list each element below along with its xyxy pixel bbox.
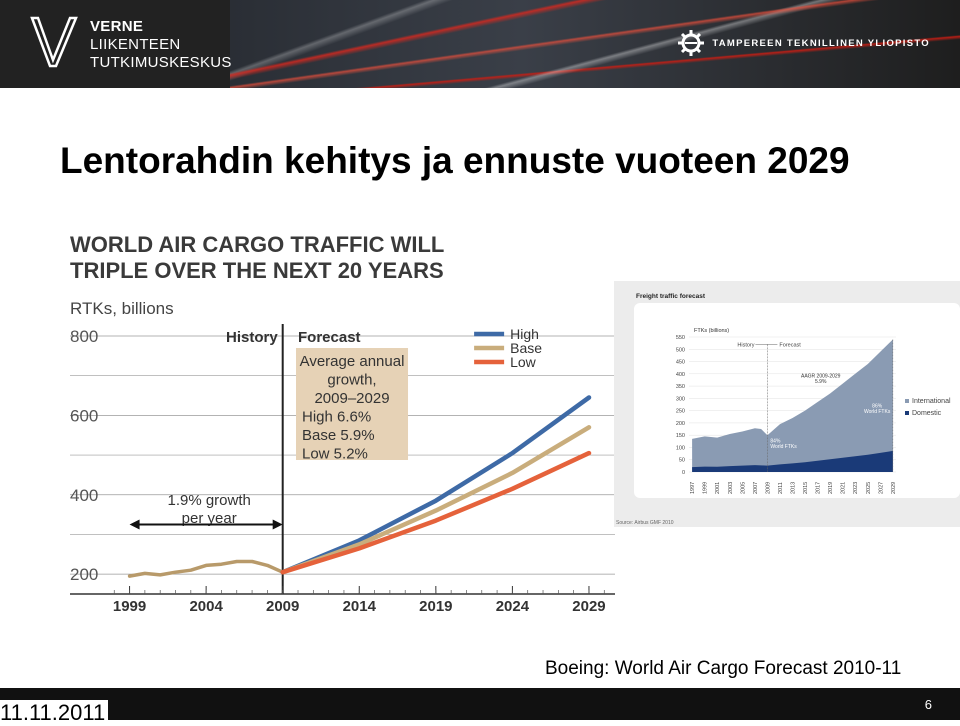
chart2-ytick-label: 300 bbox=[676, 396, 685, 402]
chart2-legend-label: Domestic bbox=[912, 410, 942, 417]
chart2-ylabel: FTKs (billions) bbox=[694, 328, 729, 334]
freight-traffic-forecast-chart: Freight traffic forecast FTKs (billions)… bbox=[614, 281, 960, 527]
header-banner: VERNE LIIKENTEEN TUTKIMUSKESKUS TAMPEREE… bbox=[0, 0, 960, 88]
chart1-xtick-label: 2029 bbox=[572, 598, 605, 615]
chart2-ytick-label: 400 bbox=[676, 372, 685, 378]
chart2-share-2029-label: World FTKs bbox=[864, 409, 891, 415]
chart1-growth-box-line: Average annual bbox=[300, 353, 405, 370]
chart1-xtick-label: 2024 bbox=[496, 598, 530, 615]
university-name: TAMPEREEN TEKNILLINEN YLIOPISTO bbox=[712, 37, 930, 49]
chart2-xtick-label: 2027 bbox=[878, 482, 884, 494]
chart2-aagr-label: AAGR 2009-2029 bbox=[801, 374, 841, 380]
chart1-growth-box-line: High 6.6% bbox=[302, 409, 371, 426]
chart2-legend-swatch bbox=[905, 411, 909, 415]
chart2-share-2029: 86% bbox=[872, 404, 883, 410]
chart1-xtick-label: 1999 bbox=[113, 598, 146, 615]
chart2-legend-label: International bbox=[912, 398, 951, 405]
footer-bar bbox=[0, 688, 960, 720]
chart1-series-low bbox=[280, 450, 592, 575]
chart2-source: Source: Airbus GMF 2010 bbox=[616, 520, 674, 526]
chart2-ytick-label: 0 bbox=[682, 470, 685, 476]
chart1-history-label: History bbox=[226, 329, 278, 346]
chart1-ylabel: RTKs, billions bbox=[70, 299, 174, 318]
chart2-ytick-label: 150 bbox=[676, 433, 685, 439]
chart2-xtick-label: 2001 bbox=[715, 482, 721, 494]
chart1-legend-label: Low bbox=[510, 354, 537, 370]
chart2-forecast-label: Forecast bbox=[779, 342, 801, 348]
chart2-xtick-label: 2023 bbox=[853, 482, 859, 494]
chart2-area-international bbox=[692, 339, 893, 472]
chart1-xtick-label: 2014 bbox=[343, 598, 377, 615]
logo-line-2: LIIKENTEEN bbox=[90, 36, 181, 53]
chart2-ytick-label: 200 bbox=[676, 421, 685, 427]
chart1-series-base bbox=[280, 425, 592, 575]
chart1-series-high bbox=[280, 395, 592, 575]
chart2-xtick-label: 2025 bbox=[866, 482, 872, 494]
chart1-xtick-label: 2004 bbox=[189, 598, 223, 615]
chart2-xtick-label: 2005 bbox=[740, 482, 746, 494]
chart2-xtick-label: 2021 bbox=[841, 482, 847, 494]
chart2-ytick-label: 350 bbox=[676, 384, 685, 390]
chart2-xtick-label: 2029 bbox=[891, 482, 897, 494]
slide-date: 11.11.2011 bbox=[0, 700, 109, 726]
chart1-xtick-label: 2019 bbox=[419, 598, 452, 615]
chart2-xtick-label: 2017 bbox=[816, 482, 822, 494]
chart2-title: Freight traffic forecast bbox=[636, 293, 706, 300]
chart1-growth-box-line: Base 5.9% bbox=[302, 427, 375, 444]
chart2-history-label: History bbox=[737, 342, 754, 348]
chart2-legend-swatch bbox=[905, 399, 909, 403]
university-logo: TAMPEREEN TEKNILLINEN YLIOPISTO bbox=[678, 30, 930, 56]
chart2-xtick-label: 2019 bbox=[828, 482, 834, 494]
chart1-history-note-line1: 1.9% growth bbox=[167, 492, 250, 509]
chart2-xtick-label: 2007 bbox=[753, 482, 759, 494]
air-cargo-traffic-chart: WORLD AIR CARGO TRAFFIC WILL TRIPLE OVER… bbox=[62, 226, 617, 618]
header-photo bbox=[230, 0, 960, 88]
page-number: 6 bbox=[924, 697, 932, 712]
chart2-xtick-label: 1997 bbox=[690, 482, 696, 494]
chart1-history-line bbox=[127, 559, 285, 578]
chart1-growth-box-line: 2009–2029 bbox=[314, 390, 389, 407]
chart1-history-note-line2: per year bbox=[182, 510, 237, 527]
chart1-ytick-label: 400 bbox=[70, 486, 98, 505]
chart2-xtick-label: 1999 bbox=[703, 482, 709, 494]
chart1-forecast-label: Forecast bbox=[298, 329, 361, 346]
chart2-ytick-label: 450 bbox=[676, 360, 685, 366]
chart2-aagr-value: 5.9% bbox=[815, 379, 827, 385]
chart1-title-line1: WORLD AIR CARGO TRAFFIC WILL bbox=[70, 232, 444, 257]
chart2-xtick-label: 2015 bbox=[803, 482, 809, 494]
gear-icon bbox=[678, 30, 705, 56]
chart1-ytick-label: 200 bbox=[70, 565, 98, 584]
chart1-legend-label: Base bbox=[510, 340, 542, 356]
chart1-growth-box-line: Low 5.2% bbox=[302, 446, 368, 463]
verne-v-icon bbox=[30, 16, 78, 68]
chart2-xtick-label: 2003 bbox=[728, 482, 734, 494]
verne-logo: VERNE LIIKENTEEN TUTKIMUSKESKUS bbox=[0, 0, 232, 88]
chart1-title-line2: TRIPLE OVER THE NEXT 20 YEARS bbox=[70, 258, 444, 283]
chart2-ytick-label: 550 bbox=[676, 335, 685, 341]
chart2-ytick-label: 500 bbox=[676, 347, 685, 353]
chart1-ytick-label: 600 bbox=[70, 406, 98, 425]
slide-title: Lentorahdin kehitys ja ennuste vuoteen 2… bbox=[60, 140, 850, 181]
chart2-xtick-label: 2011 bbox=[778, 482, 784, 494]
chart2-xtick-label: 2013 bbox=[791, 482, 797, 494]
chart2-share-2009-label: World FTKs bbox=[770, 444, 797, 450]
chart1-ytick-label: 800 bbox=[70, 327, 98, 346]
chart2-ytick-label: 250 bbox=[676, 409, 685, 415]
chart2-share-2009: 84% bbox=[770, 439, 781, 445]
chart2-area-domestic bbox=[692, 450, 893, 472]
source-caption: Boeing: World Air Cargo Forecast 2010-11 bbox=[545, 658, 902, 679]
chart1-legend-label: High bbox=[510, 326, 539, 342]
chart2-ytick-label: 100 bbox=[676, 445, 685, 451]
chart2-xtick-label: 2009 bbox=[765, 482, 771, 494]
chart1-growth-box-line: growth, bbox=[327, 372, 376, 389]
logo-line-1: VERNE bbox=[90, 18, 144, 35]
chart1-xtick-label: 2009 bbox=[266, 598, 299, 615]
chart2-ytick-label: 50 bbox=[679, 458, 685, 464]
logo-line-3: TUTKIMUSKESKUS bbox=[90, 54, 232, 71]
